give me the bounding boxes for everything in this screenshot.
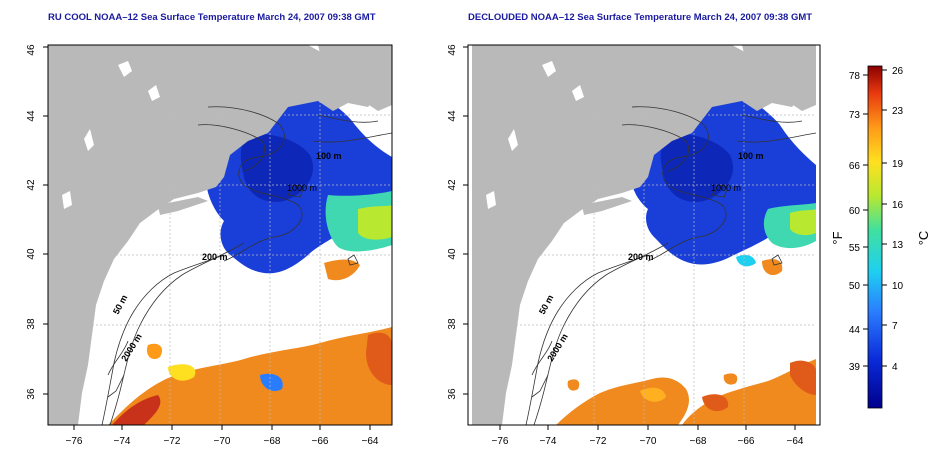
colorbar-c-tick: 4 [892, 362, 898, 373]
right-map: 100 m 1000 m 200 m 50 m 2000 m −76 −74 −… [447, 44, 821, 447]
colorbar-f-tick: 39 [849, 362, 861, 373]
right-x-tick: −64 [787, 436, 804, 447]
left-x-tick: −64 [362, 436, 379, 447]
left-y-tick: 40 [26, 248, 37, 260]
colorbar-f-tick: 44 [849, 325, 861, 336]
right-y-tick: 38 [447, 318, 458, 330]
colorbar-c-tick: 16 [892, 200, 904, 211]
left-x-tick: −68 [264, 436, 281, 447]
left-map: 100 m 1000 m 200 m 50 m 2000 m −76 −74 −… [26, 44, 393, 447]
colorbar-f-tick: 50 [849, 281, 861, 292]
left-x-tick: −66 [312, 436, 329, 447]
colorbar: 78 73 66 60 55 50 44 39 26 23 19 16 13 1… [830, 65, 931, 409]
right-contour-1000m: 1000 m [711, 183, 741, 193]
left-x-tick: −70 [214, 436, 231, 447]
left-y-tick: 46 [26, 44, 37, 56]
colorbar-c-tick: 13 [892, 240, 904, 251]
left-contour-100m: 100 m [316, 151, 342, 161]
colorbar-f-tick: 55 [849, 243, 861, 254]
left-x-tick: −76 [66, 436, 83, 447]
right-x-tick: −72 [590, 436, 607, 447]
left-y-tick: 38 [26, 318, 37, 330]
left-contour-1000m: 1000 m [287, 183, 317, 193]
left-contour-200m: 200 m [202, 252, 228, 262]
right-x-tick: −74 [540, 436, 557, 447]
right-x-tick: −68 [690, 436, 707, 447]
colorbar-c-tick: 7 [892, 321, 898, 332]
right-panel-title: DECLOUDED NOAA–12 Sea Surface Temperatur… [468, 12, 813, 23]
right-y-tick: 42 [447, 179, 458, 191]
colorbar-c-tick: 10 [892, 281, 904, 292]
right-x-tick: −70 [640, 436, 657, 447]
left-x-tick: −72 [164, 436, 181, 447]
colorbar-f-tick: 78 [849, 71, 861, 82]
colorbar-f-tick: 73 [849, 110, 861, 121]
left-y-tick: 44 [26, 110, 37, 122]
colorbar-c-tick: 23 [892, 106, 904, 117]
right-y-tick: 44 [447, 110, 458, 122]
colorbar-f-tick: 66 [849, 161, 861, 172]
left-x-tick: −74 [114, 436, 131, 447]
colorbar-c-tick: 19 [892, 159, 904, 170]
colorbar-f-tick: 60 [849, 206, 861, 217]
right-contour-200m: 200 m [628, 252, 654, 262]
colorbar-c-tick: 26 [892, 66, 904, 77]
left-warm-water-region [108, 327, 392, 425]
right-x-tick: −76 [492, 436, 509, 447]
right-y-tick: 36 [447, 388, 458, 400]
colorbar-fahrenheit-label: °F [830, 231, 845, 244]
colorbar-gradient [867, 65, 883, 409]
left-y-tick: 36 [26, 388, 37, 400]
right-y-tick: 40 [447, 248, 458, 260]
left-panel-title: RU COOL NOAA–12 Sea Surface Temperature … [48, 12, 376, 23]
right-y-tick: 46 [447, 44, 458, 56]
colorbar-celsius-label: °C [916, 231, 931, 246]
left-y-tick: 42 [26, 179, 37, 191]
right-x-tick: −66 [738, 436, 755, 447]
right-contour-100m: 100 m [738, 151, 764, 161]
